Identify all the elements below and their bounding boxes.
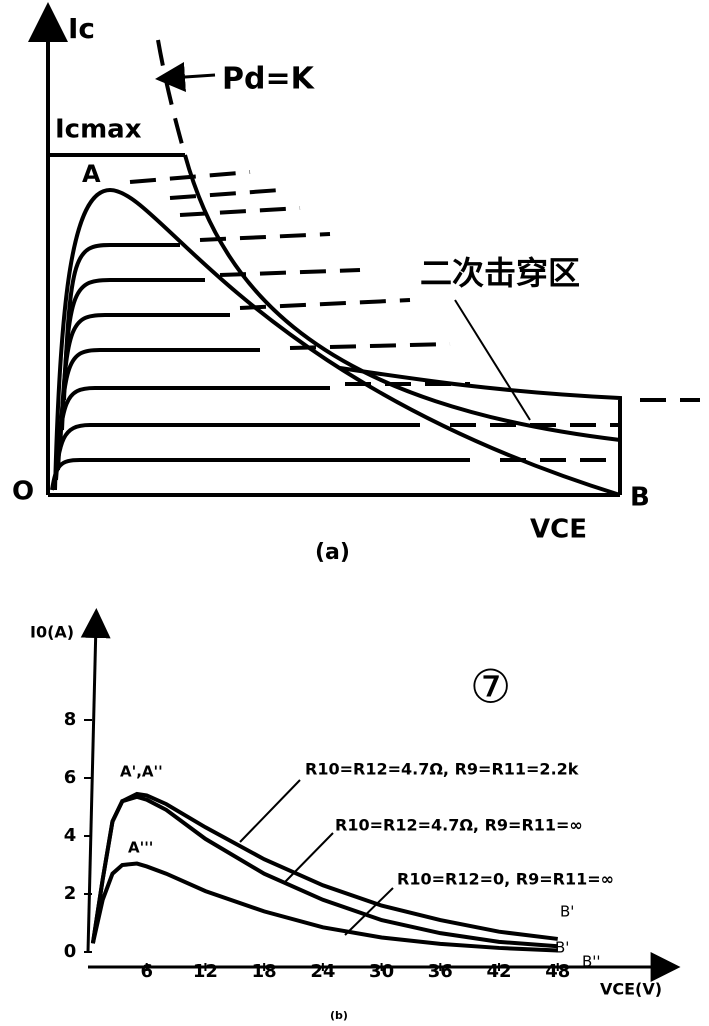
peak-label: A — [82, 160, 101, 188]
end-label: B — [630, 483, 650, 513]
x-tick-label: 6 — [140, 961, 153, 982]
x-tick-label: 36 — [428, 961, 453, 982]
end-label: B' — [560, 903, 574, 921]
series-label: R10=R12=4.7Ω, R9=R11=2.2k — [305, 760, 579, 779]
y-axis — [80, 608, 111, 953]
pointer — [284, 832, 334, 883]
x-tick-label: 48 — [545, 961, 570, 982]
pd-pointer — [155, 62, 216, 92]
y-tick-label: 0 — [64, 941, 77, 962]
y-axis-label: I0(A) — [30, 623, 74, 642]
caption: (a) — [315, 540, 350, 565]
x-tick-label: 42 — [486, 961, 511, 982]
x-tick-label: 24 — [310, 961, 335, 982]
x-tick-label: 12 — [193, 961, 218, 982]
x-tick-label: 30 — [369, 961, 394, 982]
sb-boundary — [339, 366, 622, 495]
region-label: 二次击穿区 — [420, 254, 580, 292]
y-tick-label: 8 — [64, 709, 77, 730]
y-tick-label: 4 — [64, 825, 77, 846]
x-axis-label: VCE(V) — [600, 980, 662, 999]
origin-label: O — [12, 477, 34, 507]
pd-dashed — [156, 39, 187, 156]
y-tick-label: 2 — [64, 883, 77, 904]
diagram-a: Ic Pd=K Icmax A 二次击穿区 O B VCE (a) — [12, 2, 700, 565]
pd-curve — [183, 154, 621, 442]
curve — [90, 861, 558, 953]
y-label: Ic — [68, 12, 95, 45]
icmax-label: Icmax — [55, 115, 142, 145]
caption: (b) — [330, 1009, 348, 1022]
pointer — [239, 779, 301, 843]
characteristics — [50, 170, 620, 491]
pd-label: Pd=K — [222, 62, 316, 97]
end-label: B' — [555, 939, 569, 957]
series-label: R10=R12=0, R9=R11=∞ — [397, 870, 614, 889]
x-label: VCE — [530, 515, 587, 545]
series-label: R10=R12=4.7Ω, R9=R11=∞ — [335, 816, 583, 835]
end-label: B'' — [582, 953, 601, 971]
region-pointer — [454, 299, 531, 421]
badge: ⑦ — [470, 660, 511, 714]
curve — [90, 794, 558, 949]
peak-label: A''' — [128, 839, 153, 857]
x-tick-label: 18 — [252, 961, 277, 982]
y-tick-label: 6 — [64, 767, 77, 788]
ab-curve — [53, 187, 621, 497]
peak-label: A',A'' — [120, 763, 163, 781]
pointer — [344, 887, 394, 936]
